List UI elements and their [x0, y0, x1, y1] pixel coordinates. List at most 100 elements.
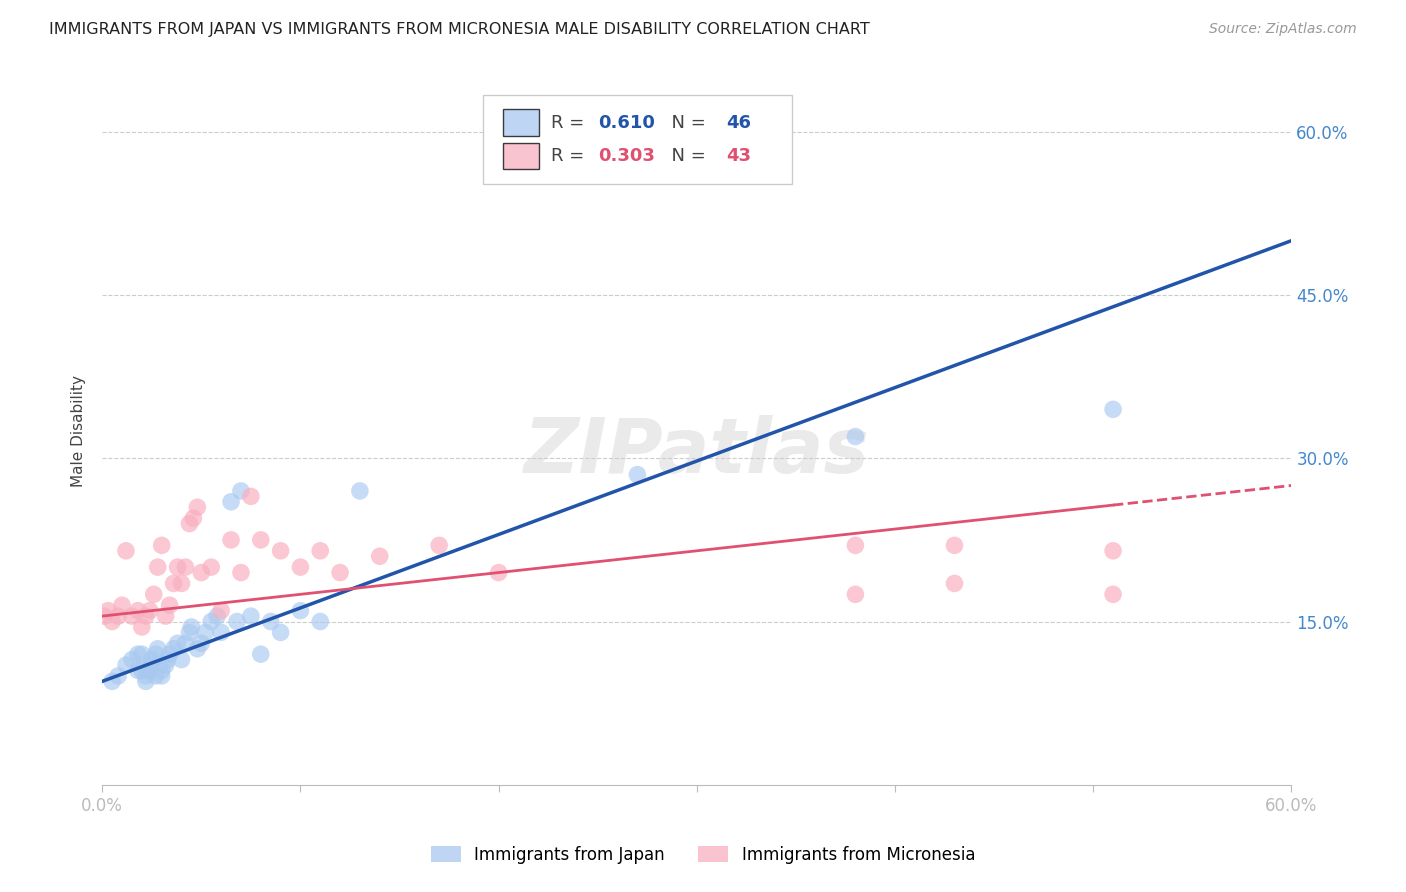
Point: [111, 598, 134, 612]
Point: [145, 647, 167, 661]
Point: [290, 560, 312, 574]
Point: [121, 652, 143, 666]
Point: [488, 566, 510, 580]
Point: [943, 538, 966, 552]
Point: [190, 566, 212, 580]
Point: [101, 674, 124, 689]
Point: [260, 615, 283, 629]
Point: [131, 620, 153, 634]
Point: [127, 664, 149, 678]
Point: [101, 615, 124, 629]
Point: [205, 609, 228, 624]
Point: [142, 587, 165, 601]
Point: [844, 429, 866, 443]
Point: [115, 543, 138, 558]
Point: [249, 647, 271, 661]
Point: [170, 576, 193, 591]
FancyBboxPatch shape: [503, 109, 538, 136]
Point: [145, 669, 167, 683]
Point: [844, 538, 866, 552]
Point: [229, 566, 252, 580]
Point: [107, 669, 129, 683]
Point: [155, 609, 177, 624]
Point: [186, 641, 208, 656]
Point: [141, 652, 163, 666]
Point: [219, 533, 242, 547]
Point: [270, 625, 292, 640]
Text: 43: 43: [727, 147, 752, 165]
Point: [156, 652, 179, 666]
Point: [146, 641, 169, 656]
Point: [115, 658, 138, 673]
Point: [844, 587, 866, 601]
FancyBboxPatch shape: [482, 95, 792, 184]
Point: [135, 669, 157, 683]
Point: [135, 674, 157, 689]
Point: [127, 647, 149, 661]
Text: Source: ZipAtlas.com: Source: ZipAtlas.com: [1209, 22, 1357, 37]
Point: [1102, 543, 1125, 558]
Point: [626, 467, 648, 482]
Point: [146, 560, 169, 574]
Point: [179, 625, 201, 640]
Point: [249, 533, 271, 547]
Point: [183, 511, 205, 525]
Point: [121, 609, 143, 624]
Point: [943, 576, 966, 591]
Point: [127, 604, 149, 618]
Text: IMMIGRANTS FROM JAPAN VS IMMIGRANTS FROM MICRONESIA MALE DISABILITY CORRELATION : IMMIGRANTS FROM JAPAN VS IMMIGRANTS FROM…: [49, 22, 870, 37]
Point: [170, 652, 193, 666]
Point: [155, 658, 177, 673]
Point: [159, 598, 181, 612]
Point: [131, 647, 153, 661]
Legend: Immigrants from Japan, Immigrants from Micronesia: Immigrants from Japan, Immigrants from M…: [425, 839, 981, 871]
Point: [139, 664, 162, 678]
Point: [179, 516, 201, 531]
Point: [200, 615, 222, 629]
Point: [239, 489, 262, 503]
Point: [135, 609, 157, 624]
Text: 0.303: 0.303: [598, 147, 655, 165]
Point: [174, 636, 197, 650]
Point: [1102, 402, 1125, 417]
Point: [107, 609, 129, 624]
Point: [139, 604, 162, 618]
Point: [200, 560, 222, 574]
Text: 0.610: 0.610: [598, 113, 655, 132]
Text: N =: N =: [659, 113, 711, 132]
Point: [174, 560, 197, 574]
Point: [270, 543, 292, 558]
Point: [239, 609, 262, 624]
Point: [150, 538, 173, 552]
Text: R =: R =: [551, 113, 589, 132]
Point: [131, 664, 153, 678]
Point: [309, 543, 332, 558]
Point: [349, 483, 371, 498]
Point: [290, 604, 312, 618]
Point: [162, 641, 184, 656]
Point: [209, 604, 232, 618]
Point: [186, 500, 208, 515]
Point: [194, 625, 217, 640]
Text: R =: R =: [551, 147, 589, 165]
Point: [190, 636, 212, 650]
Point: [141, 658, 163, 673]
Text: 46: 46: [727, 113, 752, 132]
Point: [219, 495, 242, 509]
Point: [166, 636, 188, 650]
Point: [180, 620, 202, 634]
Point: [427, 538, 450, 552]
Point: [150, 669, 173, 683]
Text: N =: N =: [659, 147, 711, 165]
Point: [150, 664, 173, 678]
Point: [229, 483, 252, 498]
Point: [93, 609, 115, 624]
Point: [1102, 587, 1125, 601]
Point: [162, 576, 184, 591]
Point: [226, 615, 249, 629]
Point: [209, 625, 232, 640]
Text: ZIPatlas: ZIPatlas: [524, 416, 870, 490]
Y-axis label: Male Disability: Male Disability: [72, 376, 86, 487]
Point: [166, 560, 188, 574]
Point: [97, 604, 120, 618]
